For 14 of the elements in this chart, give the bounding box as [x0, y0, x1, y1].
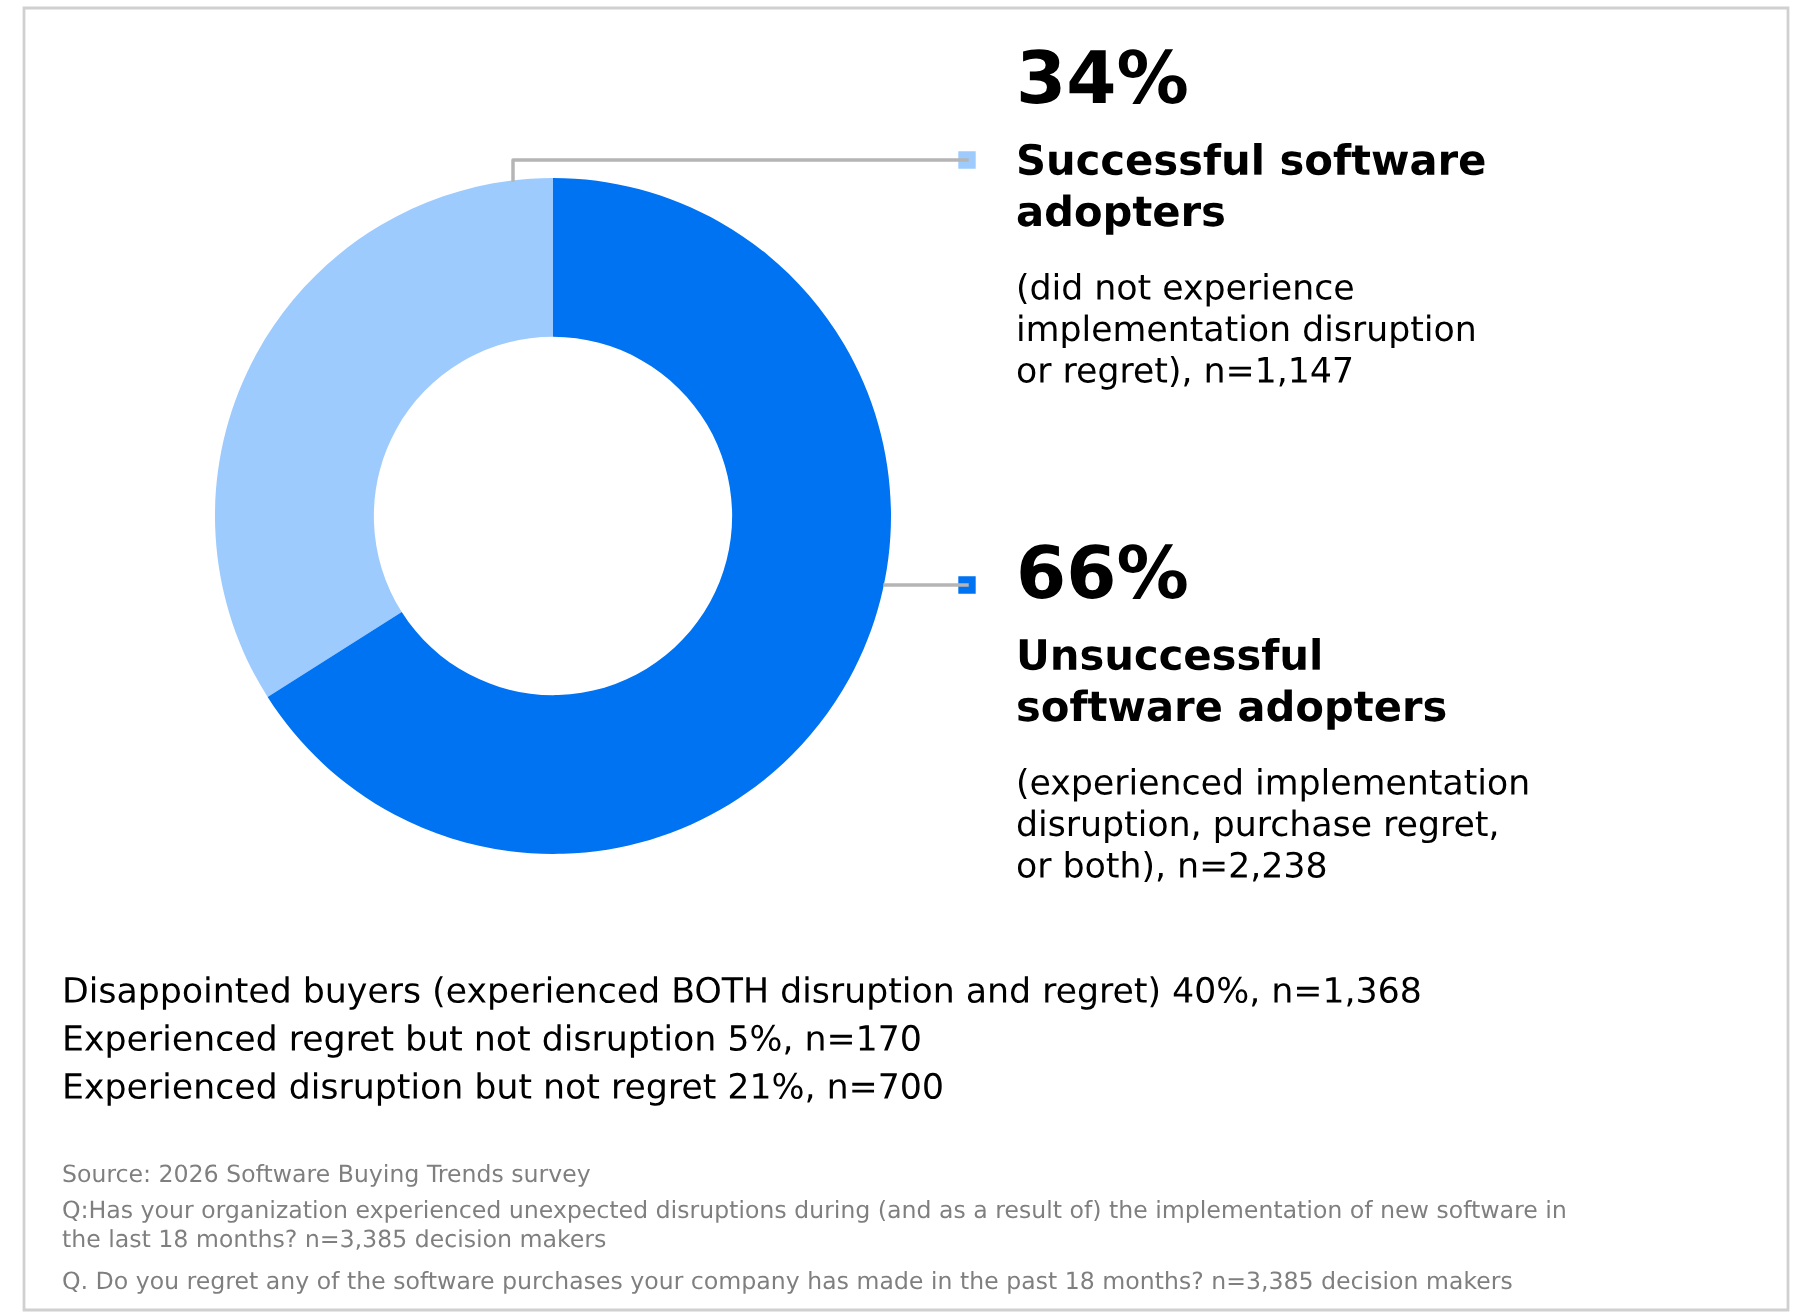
text: Q:Has your organization experienced unexpected disruptions during (and as a result of) the implementation of new software in the last 18 months? n=3,385 decision makers — [62, 1200, 1565, 1250]
text: Experienced regret but not disruption 5%, n=170 — [65, 1024, 920, 1058]
donut-slice — [215, 178, 553, 698]
slice-label: Unsuccessful software adopters — [1018, 638, 1446, 730]
source-note: Source: 2026 Software Buying Trends survey — [63, 1164, 591, 1187]
data-label: 34% — [1020, 49, 1187, 104]
data-label: 66% — [1020, 544, 1187, 599]
donut-slice — [267, 178, 891, 854]
text: Q. Do you regret any of the software purchases your company has made in the past 18 months? n=3,385 decision makers — [63, 1271, 1512, 1294]
legend-label: Successful software adopters — [1017, 143, 1485, 235]
text: Disappointed buyers (experienced BOTH disruption and regret) 40%, n=1,368 — [65, 976, 1420, 1010]
text: (experienced implementation disruption, purchase regret, or both), n=2,238 — [1017, 768, 1528, 882]
text: Experienced disruption but not regret 21%, n=700 — [65, 1072, 942, 1106]
text: (did not experience implementation disruption or regret), n=1,147 — [1017, 273, 1474, 390]
